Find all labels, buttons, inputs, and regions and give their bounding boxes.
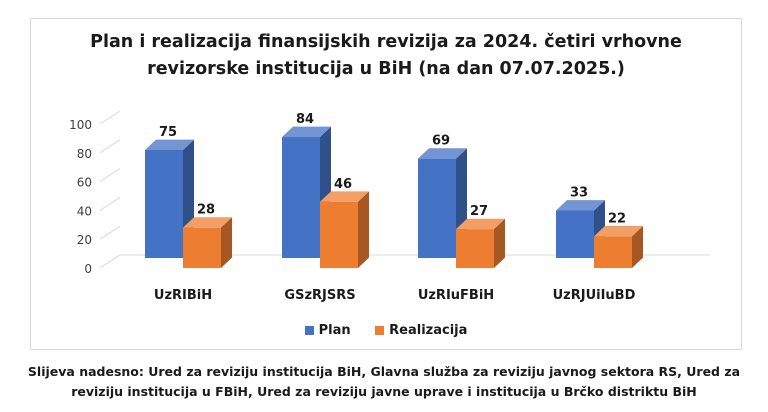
x-category-label-1: GSzRJSRS xyxy=(284,288,355,303)
y-tick-label-3: 60 xyxy=(77,176,92,190)
y-tick-line-3 xyxy=(99,168,121,183)
caption-line-1: Slijeva nadesno: Ured za reviziju instit… xyxy=(27,364,741,379)
bar-top-realizacija-3 xyxy=(594,225,643,237)
y-tick-label-2: 40 xyxy=(77,204,92,218)
bar-top-plan-3 xyxy=(556,200,605,211)
bar-plan-2 xyxy=(418,158,456,258)
bar-plan-1 xyxy=(282,137,320,258)
legend-label-realizacija: Realizacija xyxy=(389,323,468,338)
data-label-plan-3: 33 xyxy=(570,185,588,200)
x-category-label-2: UzRIuFBiH xyxy=(418,288,494,303)
legend-item-realizacija: Realizacija xyxy=(375,323,467,338)
y-tick-line-5 xyxy=(99,110,121,125)
legend: Plan Realizacija xyxy=(30,323,742,339)
bar-side-realizacija-1 xyxy=(358,191,369,268)
bar-top-realizacija-1 xyxy=(320,191,369,202)
x-category-label-3: UzRJUiIuBD xyxy=(553,288,636,303)
bar-side-realizacija-0 xyxy=(221,217,232,268)
chart-title: Plan i realizacija finansijskih revizija… xyxy=(30,29,742,83)
bar-plan-3 xyxy=(556,210,594,258)
y-tick-line-2 xyxy=(99,196,121,211)
caption-line-2: reviziju institucija u FBiH, Ured za rev… xyxy=(71,384,697,399)
bar-top-realizacija-0 xyxy=(183,217,232,228)
bar-realizacija-0 xyxy=(183,227,221,268)
data-label-realizacija-2: 27 xyxy=(470,204,488,219)
data-label-realizacija-1: 46 xyxy=(334,177,352,192)
y-tick-label-1: 20 xyxy=(77,233,92,247)
legend-swatch-realizacija xyxy=(375,326,385,335)
legend-swatch-plan xyxy=(304,326,314,335)
bar-top-plan-0 xyxy=(145,139,194,150)
bar-realizacija-1 xyxy=(320,201,358,268)
bar-chart: 0 20 40 60 80 100 75 28 UzRIBiH 84 46 GSzRJSRS 69 27 U… xyxy=(69,110,710,303)
y-tick-line-4 xyxy=(99,139,121,154)
data-label-realizacija-0: 28 xyxy=(197,203,215,218)
bar-realizacija-3 xyxy=(594,236,632,268)
bar-side-realizacija-3 xyxy=(632,225,643,268)
bar-realizacija-2 xyxy=(456,229,494,268)
figure-caption: Slijeva nadesno: Ured za reviziju instit… xyxy=(0,362,768,402)
x-category-label-0: UzRIBiH xyxy=(154,288,212,303)
bar-top-plan-2 xyxy=(418,148,467,159)
chart-title-line-2: revizorske institucija u BiH (na dan 07.… xyxy=(147,59,625,79)
data-label-plan-1: 84 xyxy=(296,112,314,127)
data-label-plan-2: 69 xyxy=(432,134,450,149)
y-tick-line-0 xyxy=(99,254,121,269)
y-tick-line-1 xyxy=(99,225,121,240)
legend-item-plan: Plan xyxy=(304,323,351,338)
bar-top-plan-1 xyxy=(282,126,331,138)
y-tick-label-5: 100 xyxy=(69,118,92,132)
chart-title-line-1: Plan i realizacija finansijskih revizija… xyxy=(90,32,682,52)
bar-top-realizacija-2 xyxy=(456,218,505,230)
legend-label-plan: Plan xyxy=(318,323,351,338)
bar-side-realizacija-2 xyxy=(494,218,505,268)
y-tick-label-0: 0 xyxy=(84,262,92,276)
y-tick-label-4: 80 xyxy=(77,147,92,161)
bar-plan-0 xyxy=(145,150,183,258)
data-label-plan-0: 75 xyxy=(159,125,177,140)
data-label-realizacija-3: 22 xyxy=(608,211,626,226)
